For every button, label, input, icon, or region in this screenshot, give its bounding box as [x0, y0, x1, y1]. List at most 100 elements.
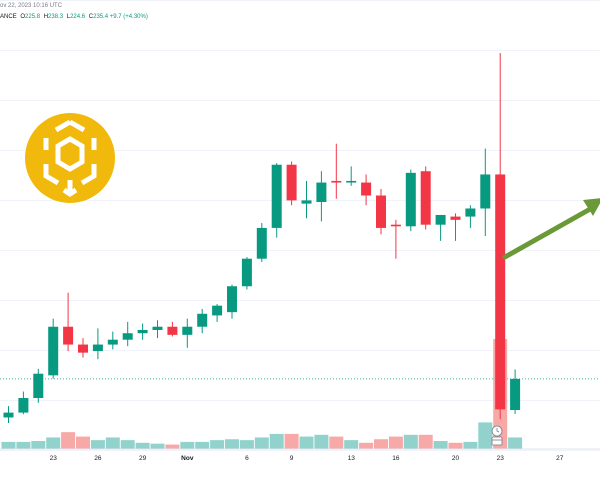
candle-body	[405, 172, 416, 227]
volume-bar	[329, 436, 344, 449]
candle-body	[152, 326, 163, 330]
candle-body	[167, 326, 178, 335]
volume-bar	[299, 436, 314, 449]
volume-bar	[120, 440, 135, 449]
candle	[63, 292, 74, 352]
candle-body	[301, 200, 312, 204]
candle-body	[197, 313, 208, 327]
candle	[331, 143, 342, 199]
candle	[465, 205, 476, 228]
volume-bar	[344, 440, 359, 449]
replay-clock-icon[interactable]	[491, 425, 503, 437]
candle-body	[78, 344, 88, 353]
candle	[92, 328, 103, 360]
volume-bar	[508, 437, 523, 449]
volume-bar	[314, 434, 329, 449]
volume-bar	[254, 437, 269, 449]
candle-body	[122, 333, 133, 340]
candle-body	[271, 164, 282, 228]
candle	[480, 148, 491, 237]
x-tick-label: Nov	[181, 455, 194, 462]
candle	[495, 52, 506, 420]
candle-body	[435, 214, 446, 225]
volume-bar	[16, 441, 31, 449]
candle-body	[376, 195, 386, 228]
candle	[182, 318, 193, 348]
candle-body	[510, 378, 521, 411]
x-tick-label: 16	[392, 455, 400, 462]
candle-body	[212, 305, 223, 316]
volume-bar	[374, 439, 388, 449]
open-key: O	[20, 14, 26, 20]
candle-body	[92, 344, 103, 352]
candle	[420, 166, 431, 230]
volume-bar	[210, 440, 225, 449]
candle-body	[256, 227, 267, 259]
candle-body	[286, 164, 297, 201]
candle	[301, 180, 312, 219]
candle	[241, 257, 252, 290]
volume-bar	[150, 443, 165, 449]
candle	[405, 169, 416, 232]
volume-bar	[463, 441, 478, 449]
candle-body	[420, 171, 431, 225]
candle	[390, 219, 401, 259]
candle-body	[48, 326, 59, 376]
candle-body	[495, 174, 506, 410]
volume-bar	[135, 442, 150, 449]
candle	[197, 308, 208, 334]
candle	[78, 338, 88, 358]
time-axis[interactable]: 23 26 29 Nov 6 9 13 16 20 23 27	[50, 455, 564, 462]
candle	[18, 391, 29, 415]
candle	[256, 223, 267, 262]
candle-body	[137, 329, 148, 334]
volume-bar	[239, 440, 254, 449]
candle	[346, 166, 357, 186]
volume-bar	[165, 444, 180, 449]
candle	[361, 174, 372, 206]
candle	[510, 369, 521, 414]
high-value: 238.3	[48, 14, 64, 20]
low-value: 224.6	[70, 14, 86, 20]
volume-bar	[61, 432, 76, 449]
candle	[137, 323, 148, 340]
x-tick-label: 13	[348, 455, 356, 462]
volume-bar	[195, 441, 210, 449]
candle	[48, 318, 59, 379]
candle	[286, 161, 297, 206]
volume-bar	[418, 434, 433, 449]
low-key: L	[66, 14, 71, 20]
volume-bar	[31, 441, 46, 449]
candle	[107, 331, 118, 350]
volume-bar	[46, 437, 61, 449]
volume-bar	[76, 436, 90, 449]
volume-bar	[180, 441, 195, 449]
candle	[122, 321, 133, 347]
candle-body	[107, 339, 118, 345]
x-tick-label: 20	[452, 455, 460, 462]
volume-bar	[359, 442, 374, 449]
candle-body	[227, 286, 237, 313]
candle-body	[18, 398, 29, 413]
change-value: +9.7 (+4.30%)	[109, 14, 148, 20]
candle-body	[450, 216, 461, 220]
candle	[227, 284, 237, 319]
open-value: 225.8	[25, 14, 41, 20]
candle-body	[241, 258, 252, 287]
volume-bar	[388, 436, 403, 449]
candle	[3, 406, 14, 423]
exchange-label: ANCE	[0, 14, 17, 20]
candle	[376, 189, 386, 235]
ohlc-legend: ANCE O225.8 H238.3 L224.6 C235.4 +9.7 (+…	[0, 14, 148, 20]
bnb-logo-icon	[25, 113, 115, 203]
candle	[152, 320, 163, 339]
candle	[167, 321, 178, 337]
trend-arrow-icon	[502, 198, 600, 260]
x-tick-label: 6	[245, 455, 249, 462]
candle-body	[465, 208, 476, 217]
calendar-icon[interactable]	[491, 436, 503, 446]
x-tick-label: 26	[94, 455, 102, 462]
x-tick-label: 23	[50, 455, 58, 462]
